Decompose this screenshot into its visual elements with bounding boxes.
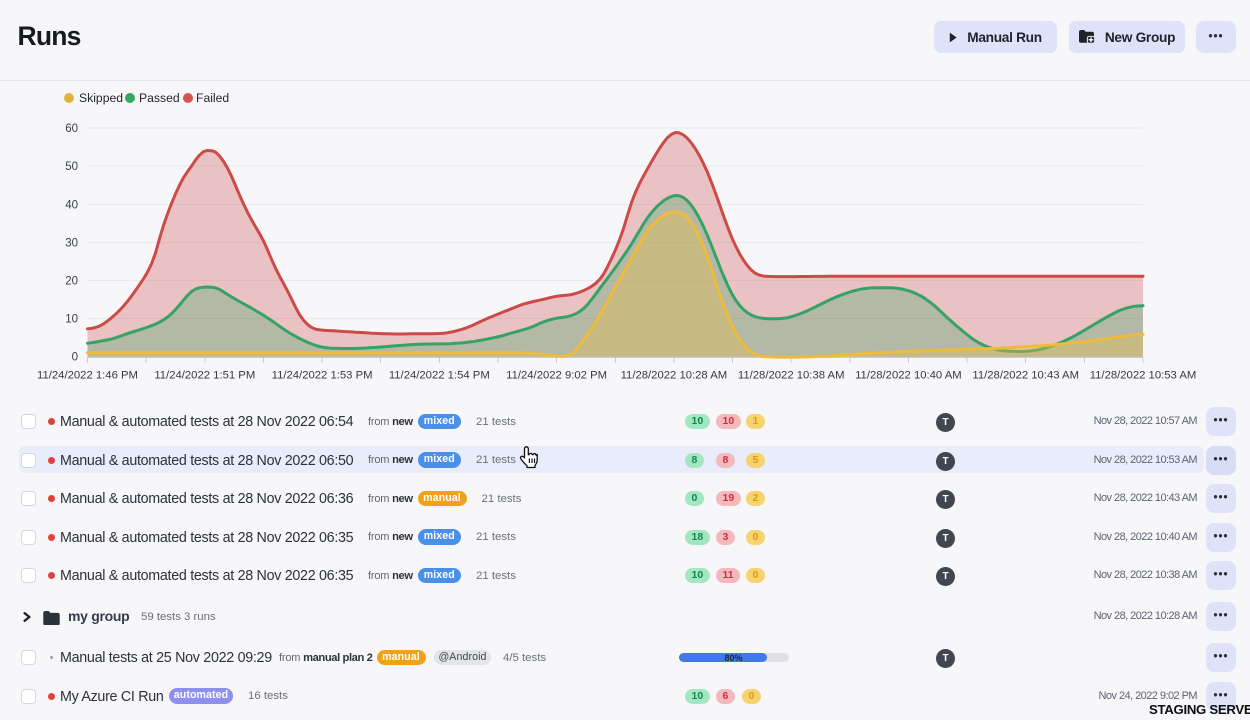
svg-text:40: 40: [65, 199, 78, 211]
svg-text:11/28/2022 10:38 AM: 11/28/2022 10:38 AM: [738, 370, 845, 382]
svg-text:0: 0: [72, 352, 78, 364]
svg-text:11/24/2022 1:54 PM: 11/24/2022 1:54 PM: [389, 370, 490, 382]
svg-text:11/24/2022 1:46 PM: 11/24/2022 1:46 PM: [37, 370, 138, 382]
svg-text:11/28/2022 10:28 AM: 11/28/2022 10:28 AM: [621, 370, 728, 382]
svg-text:50: 50: [65, 161, 78, 173]
svg-text:11/24/2022 9:02 PM: 11/24/2022 9:02 PM: [506, 370, 607, 382]
svg-text:20: 20: [65, 275, 78, 287]
svg-text:11/28/2022 10:43 AM: 11/28/2022 10:43 AM: [972, 370, 1079, 382]
svg-text:11/28/2022 10:40 AM: 11/28/2022 10:40 AM: [855, 370, 962, 382]
svg-text:11/28/2022 10:53 AM: 11/28/2022 10:53 AM: [1090, 370, 1197, 382]
svg-text:11/24/2022 1:53 PM: 11/24/2022 1:53 PM: [272, 370, 373, 382]
svg-text:10: 10: [65, 313, 78, 325]
svg-text:11/24/2022 1:51 PM: 11/24/2022 1:51 PM: [154, 370, 255, 382]
svg-text:30: 30: [65, 237, 78, 249]
svg-text:60: 60: [65, 123, 78, 135]
